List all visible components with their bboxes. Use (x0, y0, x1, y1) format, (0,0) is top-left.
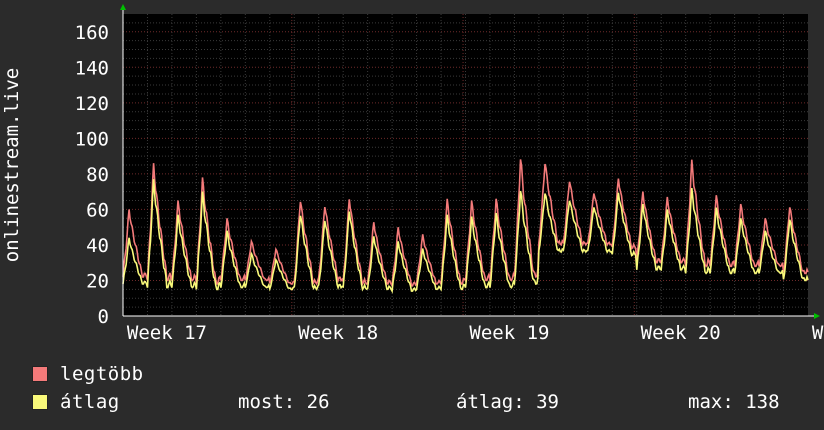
y-tick-label: 100 (75, 128, 109, 150)
legend-swatch-avg (32, 394, 48, 410)
legend-label-avg: átlag (60, 391, 120, 413)
stat-now: most: 26 (238, 391, 330, 413)
stat-avg-value: 39 (536, 391, 559, 413)
stat-max: max: 138 (688, 391, 780, 413)
series-line-avg (122, 179, 809, 294)
y-axis-arrow-icon (120, 4, 126, 10)
stat-avg: átlag: 39 (456, 391, 559, 413)
stat-now-label: most: (238, 391, 296, 413)
y-tick-label: 140 (75, 57, 109, 79)
y-tick-label: 0 (98, 306, 109, 328)
y-tick-label: 60 (86, 199, 109, 221)
grid-minor-lines (123, 14, 808, 316)
stat-max-label: max: (688, 391, 734, 413)
x-tick-label: Week 20 (641, 322, 721, 344)
stat-max-value: 138 (745, 391, 780, 413)
grid-major-lines (123, 14, 808, 316)
legend-swatch-max (32, 366, 48, 382)
x-tick-label: Week 17 (127, 322, 207, 344)
y-tick-label: 20 (86, 270, 109, 292)
y-tick-label: 40 (86, 235, 109, 257)
stat-avg-label: átlag: (456, 391, 525, 413)
y-axis-label: onlinestream.live (1, 68, 23, 262)
x-tick-label: Week 2 (812, 322, 824, 344)
legend-item-avg: átlag (32, 391, 120, 413)
y-tick-label: 160 (75, 22, 109, 44)
axes (120, 4, 820, 319)
y-tick-label: 80 (86, 164, 109, 186)
legend-item-max: legtöbb (32, 363, 144, 385)
x-tick-label: Week 19 (469, 322, 549, 344)
x-tick-labels: Week 17 Week 18 Week 19 Week 20 Week 2 (127, 322, 824, 344)
stat-now-value: 26 (306, 391, 330, 413)
y-tick-labels: 0 20 40 60 80 100 120 140 160 (75, 22, 109, 328)
x-tick-label: Week 18 (298, 322, 378, 344)
legend-label-max: legtöbb (60, 363, 144, 385)
x-axis-arrow-icon (814, 313, 820, 319)
y-tick-label: 120 (75, 93, 109, 115)
